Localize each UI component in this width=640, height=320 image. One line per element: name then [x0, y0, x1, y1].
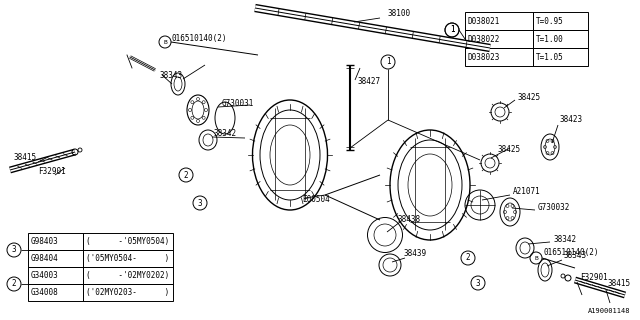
Bar — [28, 267, 83, 284]
Text: G34008: G34008 — [31, 288, 59, 297]
Text: ('05MY0504-      ): ('05MY0504- ) — [86, 254, 169, 263]
Bar — [28, 250, 83, 267]
Bar — [533, 48, 588, 66]
Text: G730031: G730031 — [222, 99, 254, 108]
Text: 1: 1 — [450, 26, 454, 35]
Text: 3: 3 — [198, 198, 202, 207]
Text: D038021: D038021 — [468, 17, 500, 26]
Text: B: B — [163, 39, 167, 44]
Bar — [28, 284, 83, 301]
Bar — [465, 12, 533, 30]
Bar — [533, 12, 588, 30]
Bar — [83, 267, 173, 284]
Text: 38342: 38342 — [214, 130, 237, 139]
Text: 2: 2 — [466, 253, 470, 262]
Text: D038023: D038023 — [468, 52, 500, 61]
Text: (      -'02MY0202): ( -'02MY0202) — [86, 271, 169, 280]
Text: 2: 2 — [184, 171, 188, 180]
Text: G98404: G98404 — [31, 254, 59, 263]
Bar — [28, 233, 83, 250]
Text: (      -'05MY0504): ( -'05MY0504) — [86, 237, 169, 246]
Bar — [465, 30, 533, 48]
Text: 38425: 38425 — [498, 146, 521, 155]
Text: 38425: 38425 — [517, 92, 540, 101]
Text: 38100: 38100 — [388, 10, 411, 19]
Text: 2: 2 — [12, 279, 16, 289]
Text: 38342: 38342 — [554, 235, 577, 244]
Text: G730032: G730032 — [538, 203, 570, 212]
Text: 38427: 38427 — [357, 76, 380, 85]
Text: 3: 3 — [12, 245, 16, 254]
Text: 38423: 38423 — [559, 116, 582, 124]
Text: 38343: 38343 — [563, 251, 586, 260]
Text: B: B — [534, 255, 538, 260]
Text: G98403: G98403 — [31, 237, 59, 246]
Text: T=1.05: T=1.05 — [536, 52, 564, 61]
Bar — [83, 233, 173, 250]
Text: 38415: 38415 — [608, 278, 631, 287]
Text: 1: 1 — [386, 58, 390, 67]
Text: 1: 1 — [450, 26, 454, 35]
Text: 38438: 38438 — [397, 215, 420, 225]
Text: ('02MY0203-      ): ('02MY0203- ) — [86, 288, 169, 297]
Bar — [465, 48, 533, 66]
Text: D038022: D038022 — [468, 35, 500, 44]
Text: 38439: 38439 — [404, 250, 427, 259]
Bar — [533, 30, 588, 48]
Text: A190001148: A190001148 — [588, 308, 630, 314]
Text: F32901: F32901 — [38, 167, 66, 177]
Bar — [83, 250, 173, 267]
Text: 38415: 38415 — [14, 154, 37, 163]
Text: A21071: A21071 — [513, 187, 541, 196]
Text: 016510140(2): 016510140(2) — [543, 247, 598, 257]
Text: 016510140(2): 016510140(2) — [172, 34, 227, 43]
Text: G34003: G34003 — [31, 271, 59, 280]
Text: 38343: 38343 — [160, 71, 183, 81]
Text: T=1.00: T=1.00 — [536, 35, 564, 44]
Bar — [83, 284, 173, 301]
Text: E00504: E00504 — [302, 196, 330, 204]
Text: 3: 3 — [476, 278, 480, 287]
Text: F32901: F32901 — [580, 274, 608, 283]
Text: T=0.95: T=0.95 — [536, 17, 564, 26]
